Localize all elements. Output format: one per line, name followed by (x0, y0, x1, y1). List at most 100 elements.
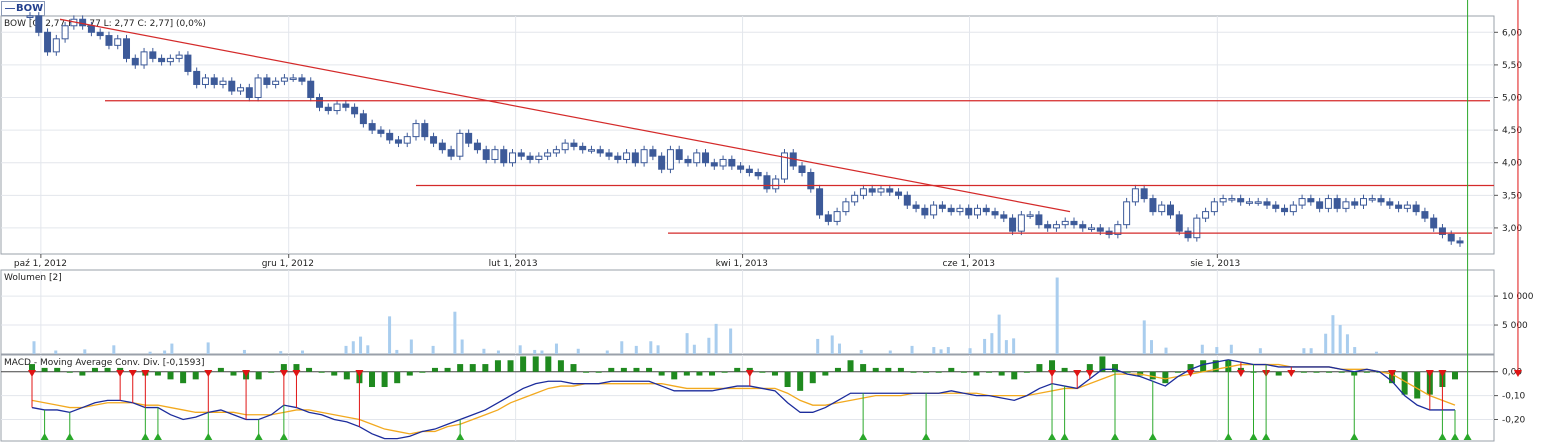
sell-signal-marker (279, 370, 288, 377)
macd-histogram-bar (192, 371, 199, 380)
buy-signal-marker (1350, 433, 1359, 440)
macd-histogram-bar (1414, 371, 1421, 399)
candle-body (473, 142, 481, 151)
y-tick-label: 5,50 (1502, 61, 1522, 71)
volume-bar (1229, 344, 1233, 354)
candle-body (640, 149, 648, 164)
candle-body (1298, 198, 1306, 206)
volume-bar (112, 345, 116, 354)
buy-signal-marker (456, 433, 465, 440)
volume-bar (1324, 333, 1328, 354)
volume-bar (409, 339, 413, 354)
candle-body (184, 54, 192, 72)
volume-bar (83, 349, 87, 354)
candle-body (912, 204, 920, 209)
buy-signal-marker (65, 433, 74, 440)
candle-body (307, 80, 315, 99)
macd-histogram-bar (834, 367, 841, 372)
candle-body (851, 194, 859, 203)
volume-bar (496, 350, 500, 354)
candle-body (456, 132, 464, 157)
volume-bar (932, 347, 936, 354)
candle-body (938, 204, 946, 209)
candle-body (438, 142, 446, 151)
buy-signal-marker (859, 433, 868, 440)
volume-bar (54, 350, 58, 354)
candle-body (605, 152, 613, 157)
buy-signal-marker (1048, 433, 1057, 440)
candle-body (149, 51, 157, 59)
macd-histogram-bar (784, 371, 791, 388)
buy-signal-marker (141, 433, 150, 440)
macd-histogram-bar (709, 371, 716, 376)
signal-line (31, 363, 1456, 435)
sell-signal-marker (1236, 370, 1245, 377)
volume-bar (533, 349, 537, 354)
candle-body (737, 165, 745, 170)
macd-histogram-bar (306, 367, 313, 372)
volume-bar (1004, 340, 1008, 354)
volume-bar (968, 348, 972, 354)
panel-frame (0, 269, 1495, 355)
volume-bar (656, 345, 660, 354)
macd-histogram-bar (646, 367, 653, 372)
candle-body (377, 129, 385, 134)
buy-signal-marker (922, 433, 931, 440)
buy-signal-marker (1110, 433, 1119, 440)
candle-body (114, 38, 122, 46)
candle-body (1430, 217, 1438, 229)
volume-bar (242, 349, 246, 354)
volume-bar (685, 333, 689, 354)
x-tick-label: sie 1, 2013 (1190, 259, 1240, 269)
candle-body (1175, 214, 1183, 232)
candle-body (561, 142, 569, 151)
candle-body (1395, 204, 1403, 209)
sell-signal-marker (116, 370, 125, 377)
candle-body (394, 139, 402, 144)
buy-signal-marker (1060, 433, 1069, 440)
volume-bar (620, 341, 624, 354)
macd-histogram-bar (1313, 371, 1320, 373)
macd-histogram-bar (658, 371, 665, 376)
macd-histogram-bar (986, 371, 993, 373)
sell-signal-marker (1287, 370, 1296, 377)
candle-body (579, 145, 587, 151)
volume-bar (714, 323, 718, 354)
volume-bar (649, 341, 653, 354)
candle-body (324, 106, 332, 112)
volume-bar (1055, 277, 1059, 354)
candle-body (544, 152, 552, 157)
y-tick-label: 3,00 (1502, 224, 1522, 234)
candle-body (1254, 201, 1262, 204)
sell-signal-marker (1186, 370, 1195, 377)
candle-body (316, 97, 324, 108)
buy-signal-marker (254, 433, 263, 440)
macd-title: MACD - Moving Average Conv. Div. [-0,159… (4, 358, 205, 368)
candle-body (237, 87, 245, 92)
macd-histogram-bar (406, 371, 413, 376)
macd-histogram-bar (923, 371, 930, 373)
macd-histogram-bar (280, 364, 287, 372)
sell-signal-marker (141, 370, 150, 377)
macd-histogram-bar (431, 367, 438, 372)
y-tick-label: 4,00 (1502, 159, 1522, 169)
candle-body (684, 158, 692, 164)
candle-body (79, 18, 87, 27)
candle-body (1096, 227, 1104, 232)
candle-body (1149, 198, 1157, 213)
volume-bar (1353, 347, 1357, 354)
candle-body (1272, 204, 1280, 209)
candle-body (517, 152, 525, 157)
candle-body (1009, 217, 1017, 232)
macd-histogram-bar (973, 371, 980, 376)
candle-body (903, 194, 911, 206)
candle-body (44, 31, 52, 53)
macd-histogram-bar (897, 367, 904, 372)
sell-signal-marker (242, 370, 251, 377)
candle-body (1324, 198, 1332, 209)
macd-histogram-bar (872, 367, 879, 372)
x-tick-label: lut 1, 2013 (489, 259, 538, 269)
candle-body (1281, 207, 1289, 213)
x-tick-label: gru 1, 2012 (262, 259, 314, 269)
sell-signal-marker (28, 370, 36, 377)
